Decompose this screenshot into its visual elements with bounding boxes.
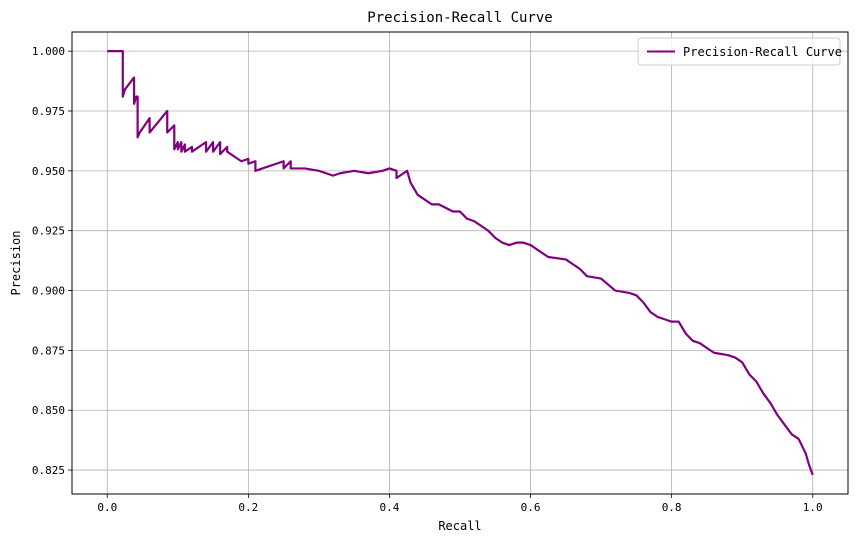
chart-title: Precision-Recall Curve — [367, 10, 552, 26]
x-tick-label: 0.6 — [521, 501, 541, 514]
legend-box — [637, 37, 841, 66]
y-axis-ticks: 0.825 0.850 0.875 0.900 0.925 0.950 0.975 1.000 — [32, 45, 72, 477]
y-tick-label: 0.950 — [32, 165, 65, 178]
y-tick-label: 1.000 — [32, 45, 65, 58]
x-tick-label: 1.0 — [803, 501, 823, 514]
legend-entry: Precision-Recall Curve — [683, 45, 842, 59]
y-tick-label: 0.875 — [32, 344, 65, 357]
y-tick-label: 0.900 — [32, 285, 65, 298]
plot-area — [107, 50, 814, 476]
y-tick-label: 0.925 — [32, 225, 65, 238]
x-axis-label: Recall — [438, 519, 481, 533]
y-tick-label: 0.975 — [32, 105, 65, 118]
x-tick-label: 0.0 — [97, 501, 117, 514]
x-axis-ticks: 0.0 0.2 0.4 0.6 0.8 1.0 — [97, 494, 823, 514]
x-tick-label: 0.8 — [662, 501, 682, 514]
x-tick-label: 0.4 — [380, 501, 400, 514]
axes-frame — [71, 31, 849, 495]
y-tick-label: 0.825 — [32, 464, 65, 477]
y-axis-label: Precision — [9, 230, 23, 295]
legend: Precision-Recall Curve — [637, 37, 842, 66]
y-tick-label: 0.850 — [32, 404, 65, 417]
series-line — [107, 50, 814, 476]
x-tick-label: 0.2 — [238, 501, 258, 514]
